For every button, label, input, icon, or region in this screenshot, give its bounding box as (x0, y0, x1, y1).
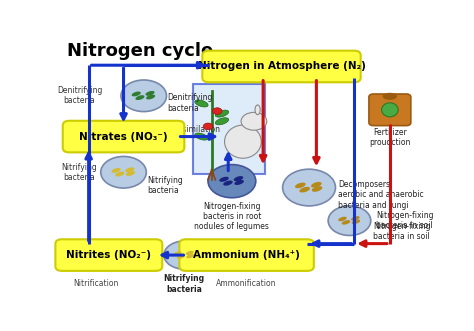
Text: Nitrates (NO₃⁻): Nitrates (NO₃⁻) (79, 131, 168, 142)
FancyBboxPatch shape (63, 121, 184, 152)
Ellipse shape (219, 177, 229, 182)
FancyBboxPatch shape (369, 94, 411, 125)
Text: Nitrogen-fixing
bacteria in soil: Nitrogen-fixing bacteria in soil (376, 211, 433, 230)
Circle shape (101, 157, 146, 188)
Circle shape (164, 241, 204, 269)
Ellipse shape (383, 93, 396, 99)
FancyBboxPatch shape (179, 239, 314, 271)
Text: Nitrogen in Atmosphere (N₂): Nitrogen in Atmosphere (N₂) (198, 62, 365, 71)
Circle shape (328, 206, 371, 235)
Circle shape (283, 169, 336, 206)
Ellipse shape (136, 95, 145, 100)
Ellipse shape (338, 217, 346, 221)
Ellipse shape (195, 133, 208, 140)
Ellipse shape (312, 186, 322, 192)
Ellipse shape (342, 220, 350, 225)
Text: Ammonium (NH₄⁺): Ammonium (NH₄⁺) (193, 250, 300, 260)
Text: Nitrogen-fixing
bacteria in soil: Nitrogen-fixing bacteria in soil (374, 222, 431, 241)
Text: Nitrogen-fixing
bacteris in root
nodules of legumes: Nitrogen-fixing bacteris in root nodules… (194, 202, 269, 231)
Ellipse shape (234, 180, 244, 185)
Text: Nitrifying
bacteria: Nitrifying bacteria (62, 163, 97, 182)
Ellipse shape (132, 92, 141, 96)
Ellipse shape (234, 176, 243, 181)
Ellipse shape (115, 172, 124, 176)
Ellipse shape (126, 171, 135, 176)
Circle shape (121, 80, 166, 112)
FancyBboxPatch shape (55, 239, 162, 271)
FancyBboxPatch shape (193, 84, 265, 173)
Circle shape (241, 112, 267, 130)
FancyBboxPatch shape (202, 51, 361, 82)
Text: Fertilizer
proudction: Fertilizer proudction (369, 128, 410, 147)
Ellipse shape (223, 180, 233, 186)
Text: Nitrites (NO₂⁻): Nitrites (NO₂⁻) (66, 250, 151, 260)
Ellipse shape (351, 216, 360, 221)
Ellipse shape (215, 110, 228, 117)
Text: Nitrogen cycle: Nitrogen cycle (66, 42, 213, 60)
Ellipse shape (215, 118, 228, 125)
Text: Nitrification: Nitrification (73, 279, 118, 288)
Ellipse shape (111, 168, 120, 173)
Ellipse shape (225, 125, 261, 158)
Ellipse shape (255, 105, 260, 115)
Ellipse shape (146, 91, 155, 96)
Ellipse shape (173, 251, 182, 256)
Text: Nitrifying
bacteria: Nitrifying bacteria (147, 176, 183, 196)
Ellipse shape (177, 255, 185, 259)
Text: Assimilation: Assimilation (173, 124, 220, 133)
Ellipse shape (146, 95, 155, 99)
Text: Decomposers
aerobic and anaerobic
bacteria and fungi: Decomposers aerobic and anaerobic bacter… (338, 180, 424, 210)
Ellipse shape (295, 183, 306, 188)
Ellipse shape (382, 103, 398, 117)
Text: Nitrifying
bacteria: Nitrifying bacteria (164, 274, 205, 294)
Ellipse shape (352, 219, 360, 224)
Circle shape (212, 108, 222, 115)
Ellipse shape (195, 100, 208, 107)
Ellipse shape (186, 251, 194, 255)
Ellipse shape (125, 167, 134, 172)
Text: Denitrifying
bacteria: Denitrifying bacteria (57, 86, 102, 106)
Text: Ammonification: Ammonification (216, 279, 277, 288)
Ellipse shape (311, 182, 322, 188)
Text: Denitrifying
bacteria: Denitrifying bacteria (168, 93, 213, 113)
Ellipse shape (300, 187, 310, 193)
Circle shape (203, 123, 213, 130)
Ellipse shape (186, 254, 194, 258)
Circle shape (208, 165, 256, 198)
